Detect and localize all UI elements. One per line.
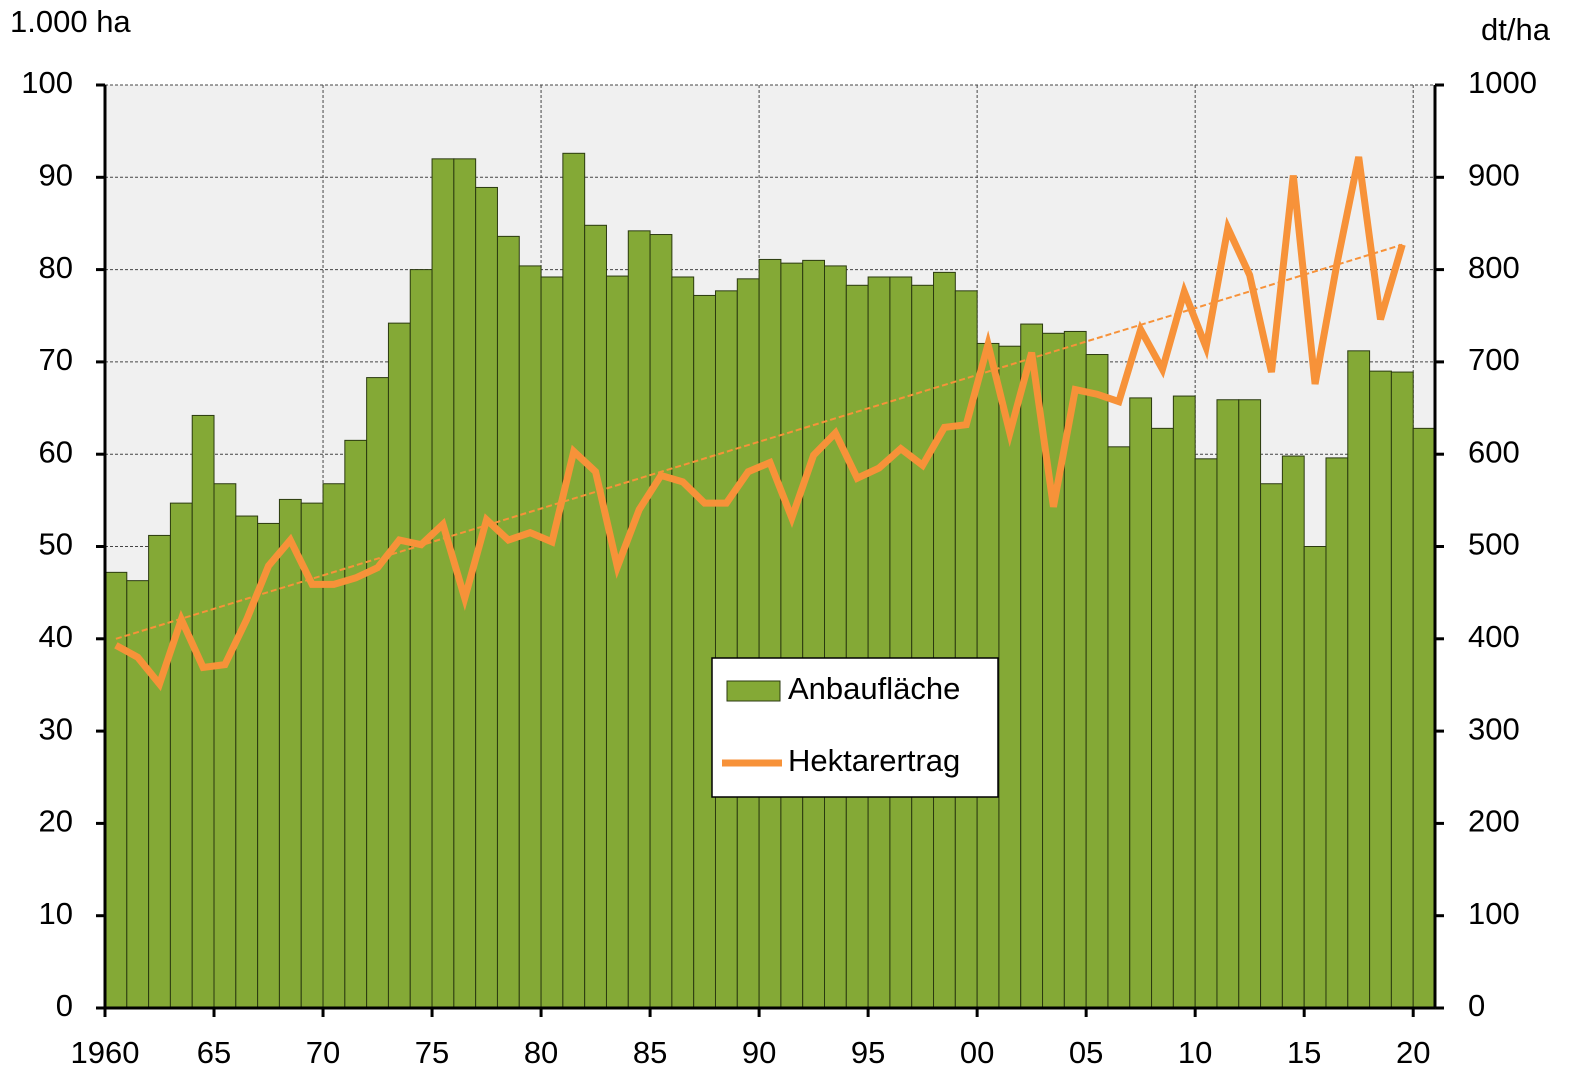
legend-label: Hektarertrag [788,743,960,778]
bar [496,235,520,1009]
x-tick-label: 1960 [71,1035,140,1070]
bar [584,224,607,1009]
bar [1281,455,1305,1009]
x-tick-label: 75 [415,1035,449,1070]
bar [387,322,411,1009]
bar [148,534,171,1009]
x-tick-label: 20 [1396,1035,1430,1070]
bar [126,580,150,1009]
bar [1390,371,1414,1009]
y2-tick-label: 500 [1468,527,1520,562]
x-tick-label: 70 [306,1035,340,1070]
bar [1194,458,1218,1009]
bar [1303,546,1327,1009]
bar [1369,370,1392,1009]
bar [627,230,651,1009]
bar [1216,399,1240,1009]
y-tick-label: 70 [39,342,73,377]
bar [736,278,760,1009]
bar [431,158,455,1009]
bar [1347,350,1371,1009]
bar [1260,483,1283,1009]
y-tick-label: 50 [39,527,73,562]
y-tick-label: 60 [39,434,73,469]
x-tick-label: 90 [742,1035,776,1070]
x-tick-label: 95 [851,1035,885,1070]
bar [714,290,738,1009]
x-tick-label: 80 [524,1035,558,1070]
bar [1172,395,1196,1009]
y2-tick-label: 400 [1468,619,1520,654]
bar [540,276,564,1009]
y2-tick-label: 1000 [1468,65,1537,100]
bar [867,276,891,1009]
bar [1325,457,1349,1009]
y2-tick-label: 700 [1468,342,1520,377]
y-tick-label: 30 [39,711,73,746]
bar [758,258,782,1009]
bar [104,571,128,1009]
y2-tick-label: 200 [1468,804,1520,839]
bar [409,269,433,1009]
bar [802,259,826,1009]
y-tick-label: 10 [39,896,73,931]
bar [191,414,215,1009]
bar [278,498,302,1009]
y-tick-label: 0 [56,988,73,1023]
bar [845,284,869,1009]
bar [257,522,280,1009]
bar [1238,399,1262,1009]
y2-tick-label: 900 [1468,157,1520,192]
x-tick-label: 00 [960,1035,994,1070]
bar [780,262,804,1009]
bar [213,483,237,1009]
bar [1412,427,1436,1009]
bar [671,276,695,1009]
legend-swatch [726,680,781,702]
bar [605,275,629,1009]
bar [475,186,498,1009]
bar [518,265,542,1009]
bar [649,234,673,1009]
x-tick-label: 05 [1069,1035,1103,1070]
x-tick-label: 85 [633,1035,667,1070]
bar [1129,397,1153,1009]
bar [235,515,259,1009]
y2-tick-label: 0 [1468,988,1485,1023]
y-tick-label: 20 [39,804,73,839]
y2-tick-label: 800 [1468,250,1520,285]
bar [344,439,368,1009]
y-tick-label: 90 [39,157,73,192]
bar [1151,427,1174,1009]
bar [366,377,389,1009]
x-tick-label: 65 [197,1035,231,1070]
legend-label: Anbaufläche [788,671,960,706]
y-tick-label: 80 [39,250,73,285]
y2-axis-label: dt/ha [1481,12,1551,47]
bar [322,483,346,1009]
y2-tick-label: 100 [1468,896,1520,931]
bar [1085,354,1109,1009]
y2-tick-label: 300 [1468,711,1520,746]
y-tick-label: 100 [21,65,73,100]
bar [693,294,716,1009]
bar [889,276,913,1009]
x-tick-label: 10 [1178,1035,1212,1070]
bar [562,152,586,1009]
y-tick-label: 40 [39,619,73,654]
bar [169,502,193,1009]
line [114,156,1406,692]
bar [1107,446,1131,1009]
y-axis-label: 1.000 ha [10,4,131,39]
y2-tick-label: 600 [1468,434,1520,469]
x-tick-label: 15 [1287,1035,1321,1070]
bar [911,284,935,1009]
bar [824,265,847,1009]
